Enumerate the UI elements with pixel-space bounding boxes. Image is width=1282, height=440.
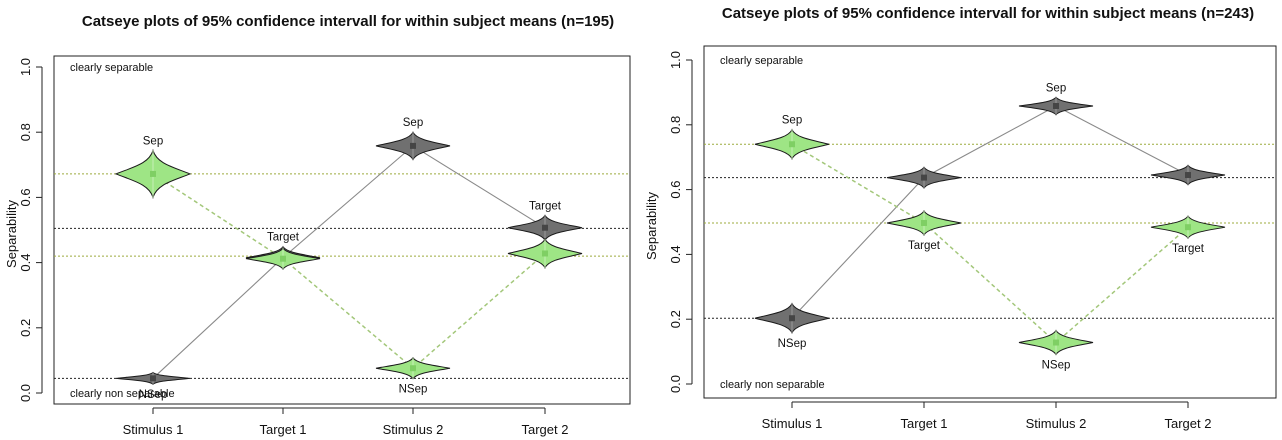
- chart-title: Catseye plots of 95% confidence interval…: [722, 5, 1254, 22]
- green-mean-point: [410, 365, 416, 372]
- y-tick-label: 0.8: [18, 123, 33, 141]
- grey-mean-point: [542, 224, 548, 231]
- chart-title: Catseye plots of 95% confidence interval…: [82, 13, 614, 30]
- annotation-clearly-non-separable: clearly non separable: [70, 388, 175, 400]
- y-tick-label: 0.4: [18, 254, 33, 272]
- point-label: NSep: [139, 389, 168, 401]
- x-tick-label: Target 2: [1165, 416, 1212, 431]
- green-mean-point: [789, 141, 795, 148]
- grey-mean-point: [1053, 103, 1059, 110]
- x-tick-label: Target 1: [260, 422, 307, 437]
- point-label: Sep: [143, 135, 163, 147]
- grey-mean-point: [410, 142, 416, 149]
- point-label: Sep: [782, 115, 802, 127]
- x-tick-label: Stimulus 2: [1026, 416, 1087, 431]
- y-tick-label: 0.0: [18, 384, 33, 402]
- annotation-clearly-separable: clearly separable: [70, 62, 153, 74]
- y-tick-label: 0.4: [668, 245, 683, 263]
- green-mean-point: [1185, 224, 1191, 231]
- point-label: NSep: [1042, 360, 1071, 372]
- x-tick-label: Target 2: [522, 422, 569, 437]
- point-label: Target: [267, 232, 300, 244]
- y-axis-label: Separability: [4, 200, 19, 268]
- green-mean-point: [921, 219, 927, 226]
- y-tick-label: 0.6: [18, 188, 33, 206]
- point-label: NSep: [399, 384, 428, 396]
- grey-mean-point: [1185, 172, 1191, 179]
- point-label: NSep: [778, 338, 807, 350]
- plot-frame: [53, 55, 631, 405]
- green-mean-point: [150, 170, 156, 177]
- green-series-line: [152, 173, 546, 370]
- x-tick-label: Target 1: [901, 416, 948, 431]
- green-series-line: [791, 143, 1189, 344]
- y-tick-label: 0.8: [668, 116, 683, 134]
- y-tick-label: 0.2: [18, 319, 33, 337]
- point-label: Sep: [1046, 82, 1066, 94]
- y-tick-label: 1.0: [18, 58, 33, 76]
- y-tick-label: 0.2: [668, 310, 683, 328]
- annotation-clearly-separable: clearly separable: [720, 55, 803, 67]
- point-label: Sep: [403, 117, 423, 129]
- grey-mean-point: [789, 315, 795, 322]
- green-mean-point: [542, 250, 548, 257]
- grey-series-line: [791, 105, 1189, 319]
- y-axis-label: Separability: [644, 192, 659, 260]
- point-label: Target: [1172, 243, 1205, 255]
- annotation-clearly-non-separable: clearly non separable: [720, 379, 825, 391]
- y-tick-label: 0.0: [668, 375, 683, 393]
- y-tick-label: 1.0: [668, 51, 683, 69]
- green-mean-point: [280, 255, 286, 262]
- point-label: Target: [529, 200, 562, 212]
- point-label: Target: [908, 240, 941, 252]
- x-tick-label: Stimulus 1: [762, 416, 823, 431]
- x-tick-label: Stimulus 2: [383, 422, 444, 437]
- x-tick-label: Stimulus 1: [123, 422, 184, 437]
- grey-mean-point: [150, 375, 156, 382]
- plot-frame: [703, 45, 1277, 399]
- green-mean-point: [1053, 339, 1059, 346]
- grey-series-line: [152, 145, 546, 379]
- y-tick-label: 0.6: [668, 181, 683, 199]
- grey-mean-point: [921, 174, 927, 181]
